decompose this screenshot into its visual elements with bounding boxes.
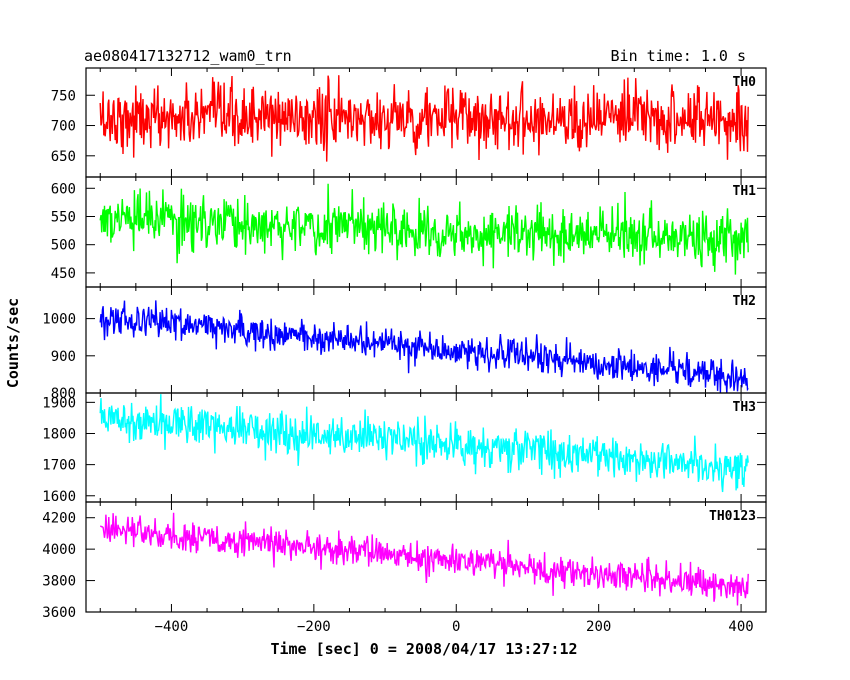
panel-th1: 450 500 550 600 TH1 <box>51 176 767 288</box>
y-tick-label: 500 <box>51 238 76 254</box>
y-tick-label: 700 <box>51 119 76 135</box>
y-tick-label: 800 <box>51 386 76 402</box>
chart-title: ae080417132712_wam0_trn <box>84 47 292 65</box>
x-tick-label: 0 <box>452 619 460 635</box>
panel-th3: 1600 1700 1800 1900 TH3 <box>42 392 767 505</box>
y-tick-label: 600 <box>51 181 76 197</box>
panel-label-th0123: TH0123 <box>709 509 756 524</box>
panel-frame <box>85 286 767 394</box>
y-tick-label: 450 <box>51 266 76 282</box>
panel-th0: 650 700 750 TH0 <box>51 67 767 178</box>
panel-th2: 800 900 1000 TH2 <box>42 286 767 402</box>
series-th1 <box>99 183 749 275</box>
series-th2 <box>99 300 749 394</box>
y-tick-label: 1000 <box>42 312 76 328</box>
y-tick-label: 1800 <box>42 426 76 442</box>
panel-label-th0: TH0 <box>733 75 757 90</box>
y-axis-label: Counts/sec <box>4 298 22 388</box>
panel-label-th3: TH3 <box>733 400 756 415</box>
series-th0 <box>99 75 749 162</box>
panel-label-th2: TH2 <box>733 294 756 309</box>
y-tick-label: 650 <box>51 149 76 165</box>
y-tick-label: 1600 <box>42 489 76 505</box>
series-th3 <box>99 394 749 493</box>
x-tick-label: 400 <box>728 619 753 635</box>
y-tick-label: 3800 <box>42 574 76 590</box>
y-tick-label: 550 <box>51 209 76 225</box>
bin-time-label: Bin time: 1.0 s <box>611 47 746 65</box>
x-axis: −400 −200 0 200 400 <box>155 619 754 635</box>
x-tick-label: 200 <box>586 619 611 635</box>
y-tick-label: 4200 <box>42 511 76 527</box>
panel-frame <box>85 501 767 613</box>
y-tick-label: 4000 <box>42 542 76 558</box>
y-tick-label: 1700 <box>42 458 76 474</box>
panel-label-th1: TH1 <box>733 184 757 199</box>
y-tick-label: 1900 <box>42 395 76 411</box>
panels: 650 700 750 TH0 450 500 550 600 TH1 800 900 1000 TH2… <box>42 67 767 621</box>
y-tick-label: 750 <box>51 88 76 104</box>
y-tick-label: 900 <box>51 349 76 365</box>
x-tick-label: −400 <box>155 619 189 635</box>
panel-th0123: 3600 3800 4000 4200 TH0123 <box>42 501 767 621</box>
y-tick-label: 3600 <box>42 605 76 621</box>
x-tick-label: −200 <box>297 619 331 635</box>
series-th0123 <box>99 512 749 606</box>
x-axis-label: Time [sec] 0 = 2008/04/17 13:27:12 <box>270 640 577 658</box>
